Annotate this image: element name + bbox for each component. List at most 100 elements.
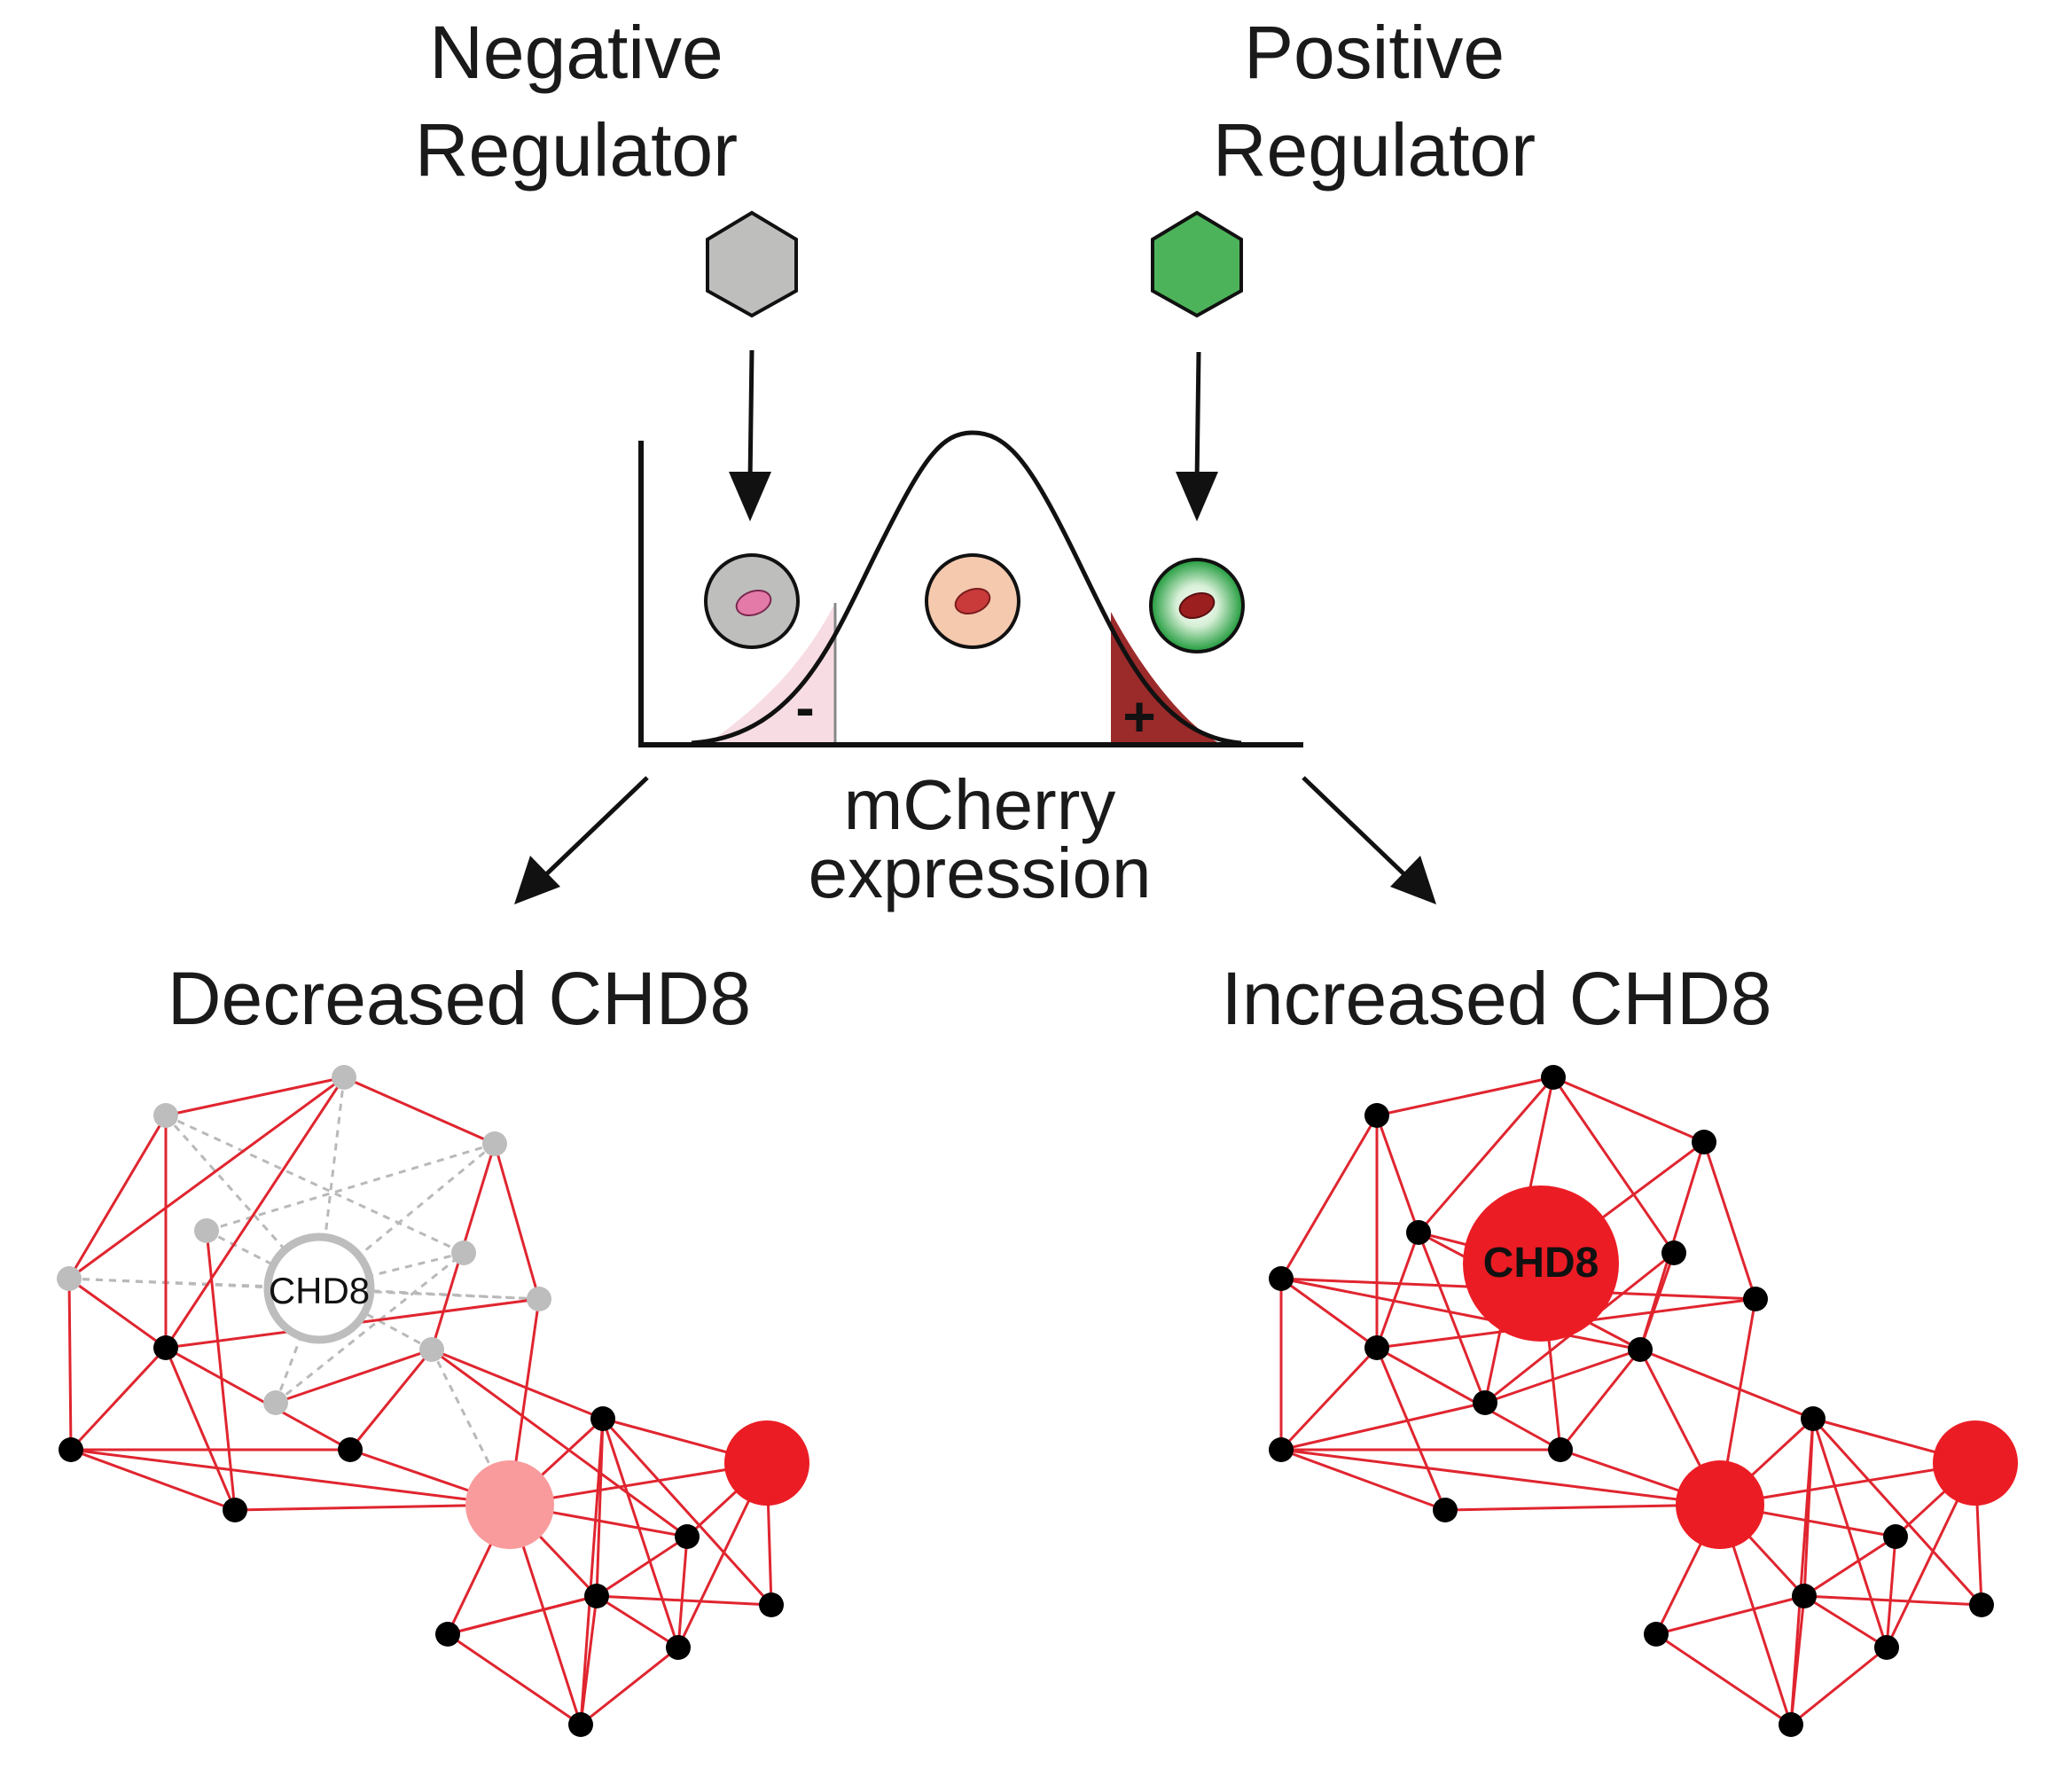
right-edge (1790, 1646, 1888, 1726)
left-edge (70, 1448, 236, 1512)
right-edge (1803, 1594, 1982, 1607)
right-edge (1559, 1349, 1642, 1451)
right-edge (1885, 1536, 1897, 1648)
left-node-top (332, 1065, 356, 1090)
left-dashed-edge (165, 1114, 465, 1255)
negative-regulator-title-line2: Regulator (415, 108, 738, 192)
right-node-d4 (1969, 1592, 1994, 1617)
decreased-chd8-network (57, 1065, 809, 1737)
left-edge (601, 1417, 773, 1607)
increased-chd8-network (1269, 1065, 2018, 1737)
right-node-d6 (1874, 1635, 1899, 1660)
right-edge (1280, 1277, 1641, 1351)
right-edge (1655, 1632, 1792, 1726)
right-node-m1 (1364, 1335, 1389, 1360)
negative-regulator-hexagon-icon (706, 210, 798, 318)
right-edge (1417, 1076, 1555, 1233)
left-node-g5 (57, 1266, 82, 1291)
left-node-b2 (59, 1437, 83, 1462)
left-dashed-edge (430, 1349, 512, 1506)
right-edge (1375, 1232, 1420, 1349)
right-edge (1552, 1076, 1705, 1144)
right-edge (1811, 1418, 1888, 1648)
decreased-outcome-arrowhead (514, 856, 560, 904)
left-edge (68, 1076, 345, 1280)
left-edge (348, 1349, 434, 1451)
left-edge (69, 1346, 168, 1452)
left-node-red (724, 1420, 809, 1506)
right-edge (1279, 1346, 1379, 1452)
distribution-curve (691, 430, 1242, 746)
positive-gate-sign: + (1122, 685, 1155, 748)
left-nodes (57, 1065, 809, 1737)
right-node-n5 (1269, 1266, 1294, 1291)
positive-regulator-hexagon-icon (1151, 210, 1243, 318)
left-node-b4 (223, 1498, 247, 1522)
mcherry-distribution-plot: - + (638, 430, 1303, 748)
negative-regulator-arrow (747, 349, 754, 484)
left-edge (596, 1594, 679, 1649)
left-node-c3 (584, 1584, 609, 1608)
right-node-hub (1463, 1186, 1619, 1342)
left-node-c1 (590, 1406, 615, 1431)
positive-regulator-title-line1: Positive (1244, 11, 1505, 94)
right-edge (1639, 1348, 1814, 1420)
right-node-red (1933, 1420, 2018, 1506)
right-edge (1417, 1232, 1487, 1404)
left-edge (165, 1076, 345, 1117)
left-node-g6 (527, 1287, 551, 1311)
right-edge (1789, 1418, 1815, 1725)
right-edges (1279, 1076, 1983, 1726)
right-edge (1484, 1348, 1641, 1405)
left-edge (601, 1418, 680, 1648)
left-node-c2 (675, 1524, 700, 1549)
left-edges (67, 1076, 773, 1726)
right-node-d3 (1792, 1584, 1817, 1608)
left-dashed-edge (274, 1287, 321, 1404)
left-edge (70, 1448, 511, 1506)
left-edge (164, 1347, 237, 1511)
gray-cell-icon (704, 553, 800, 649)
right-edge (1279, 1115, 1379, 1279)
left-node-g4 (451, 1240, 476, 1265)
right-node-m3 (1548, 1437, 1573, 1462)
right-node-big (1676, 1460, 1764, 1549)
positive-regulator-arrow (1194, 351, 1201, 484)
left-node-g2 (482, 1131, 507, 1156)
left-chd8-hub-label: CHD8 (269, 1270, 370, 1311)
right-nodes (1269, 1065, 2018, 1737)
negative-regulator-arrowhead (729, 472, 771, 521)
left-edge (68, 1277, 167, 1350)
right-edge (1280, 1277, 1378, 1350)
right-node-n6 (1743, 1287, 1768, 1311)
right-edge (1803, 1594, 1888, 1649)
green-cell-icon (1149, 558, 1245, 653)
left-edge (275, 1348, 433, 1405)
increased-outcome-arrow (1302, 776, 1410, 880)
positive-regulator-title-line2: Regulator (1213, 108, 1536, 192)
peach-cell-icon (925, 553, 1020, 649)
right-edge (1376, 1346, 1561, 1452)
positive-gate-region (1111, 612, 1219, 743)
decreased-outcome-arrow (541, 776, 649, 880)
left-dashed-edge (68, 1277, 540, 1301)
negative-regulator-title-line1: Negative (429, 11, 723, 94)
left-node-g8 (263, 1390, 288, 1415)
right-edge (1375, 1115, 1420, 1233)
xaxis-label-line1: mCherry (844, 765, 1116, 844)
left-node-g3 (194, 1218, 219, 1243)
left-node-c4 (759, 1592, 784, 1617)
right-edge (1552, 1076, 1676, 1254)
right-node-n4 (1661, 1240, 1686, 1265)
left-edge (67, 1278, 73, 1451)
left-node-pink (465, 1460, 554, 1549)
xaxis-label-line2: expression (809, 833, 1152, 912)
right-chd8-hub-label: CHD8 (1483, 1240, 1599, 1287)
left-node-hub (263, 1232, 375, 1344)
right-edge (1280, 1401, 1486, 1452)
right-edge (1803, 1535, 1896, 1598)
decreased-chd8-heading: Decreased CHD8 (168, 957, 751, 1040)
negative-gate-region (709, 603, 835, 743)
right-node-n3 (1406, 1220, 1431, 1245)
